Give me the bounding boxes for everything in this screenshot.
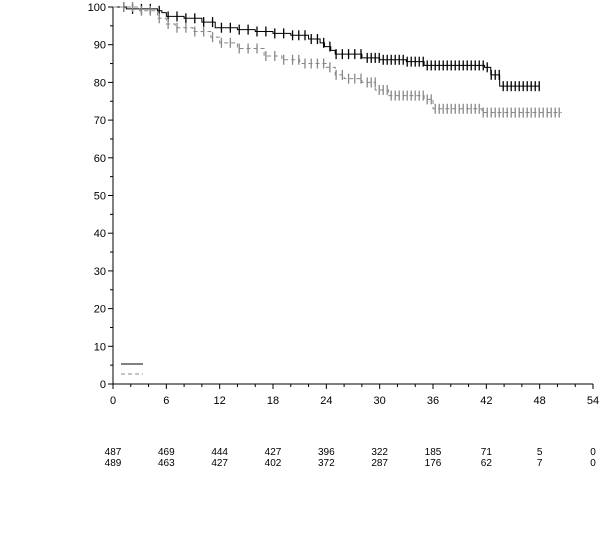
y-tick-label: 100 — [88, 2, 106, 14]
risk-cell: 322 — [371, 447, 388, 458]
y-tick-label: 30 — [94, 266, 106, 278]
x-tick-label: 18 — [267, 395, 279, 407]
x-tick-label: 0 — [110, 395, 116, 407]
risk-cell: 5 — [537, 447, 543, 458]
x-tick-label: 30 — [374, 395, 386, 407]
y-tick-label: 10 — [94, 341, 106, 353]
y-tick-label: 70 — [94, 115, 106, 127]
y-tick-label: 80 — [94, 77, 106, 89]
risk-cell: 489 — [105, 458, 122, 469]
y-tick-label: 60 — [94, 153, 106, 165]
risk-cell: 469 — [158, 447, 175, 458]
risk-cell: 0 — [590, 447, 596, 458]
risk-cell: 444 — [211, 447, 228, 458]
x-tick-label: 24 — [320, 395, 332, 407]
risk-cell: 176 — [425, 458, 442, 469]
risk-cell: 7 — [537, 458, 543, 469]
y-tick-label: 50 — [94, 191, 106, 203]
x-tick-label: 54 — [587, 395, 599, 407]
risk-cell: 287 — [371, 458, 388, 469]
risk-cell: 185 — [425, 447, 442, 458]
y-tick-label: 40 — [94, 228, 106, 240]
risk-cell: 372 — [318, 458, 335, 469]
risk-cell: 463 — [158, 458, 175, 469]
risk-cell: 62 — [481, 458, 493, 469]
x-tick-label: 42 — [480, 395, 492, 407]
risk-cell: 487 — [105, 447, 122, 458]
risk-cell: 71 — [481, 447, 493, 458]
x-tick-label: 6 — [163, 395, 169, 407]
y-tick-label: 90 — [94, 40, 106, 52]
y-tick-label: 20 — [94, 304, 106, 316]
series-solid-line — [113, 6, 540, 87]
risk-cell: 0 — [590, 458, 596, 469]
y-tick-label: 0 — [100, 379, 106, 391]
x-tick-label: 48 — [534, 395, 546, 407]
risk-cell: 396 — [318, 447, 335, 458]
axes: 0 10 20 30 40 50 60 70 80 90 100 0 6 12 18 24 30 36 42 48 54 — [88, 2, 599, 407]
risk-cell: 402 — [265, 458, 282, 469]
series-dashed-line — [113, 6, 562, 114]
risk-cell: 427 — [211, 458, 228, 469]
x-tick-label: 36 — [427, 395, 439, 407]
legend — [121, 363, 143, 375]
survival-curves — [113, 2, 562, 118]
x-tick-label: 12 — [214, 395, 226, 407]
risk-cell: 427 — [265, 447, 282, 458]
